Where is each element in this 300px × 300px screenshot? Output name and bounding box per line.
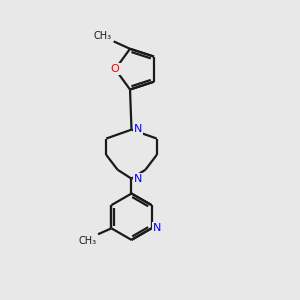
Text: N: N: [134, 124, 142, 134]
Text: N: N: [134, 174, 142, 184]
Text: CH₃: CH₃: [78, 236, 97, 246]
Text: O: O: [111, 64, 120, 74]
Text: CH₃: CH₃: [93, 31, 111, 41]
Text: N: N: [153, 223, 161, 233]
